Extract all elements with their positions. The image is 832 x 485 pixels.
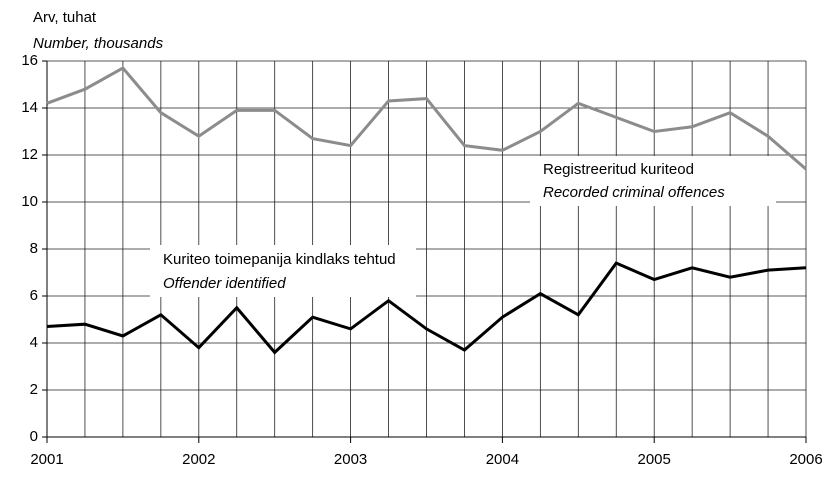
series-line (46, 261, 807, 355)
series-label: Registreeritud kuriteod (543, 161, 694, 178)
series-label: Kuriteo toimepanija kindlaks tehtud (163, 251, 396, 268)
y-tick-label: 16 (21, 52, 38, 69)
y-tick-label: 0 (30, 428, 38, 445)
series-label-en: Offender identified (163, 275, 286, 292)
y-tick-label: 8 (30, 240, 38, 257)
x-tick-label: 2005 (638, 451, 671, 468)
label-box (150, 245, 416, 297)
y-tick-label: 10 (21, 193, 38, 210)
y-tick-label: 6 (30, 287, 38, 304)
x-tick-label: 2001 (30, 451, 63, 468)
label-box (530, 156, 776, 206)
x-tick-label: 2004 (486, 451, 519, 468)
y-axis-title-en: Number, thousands (33, 35, 164, 52)
y-tick-label: 12 (21, 146, 38, 163)
y-tick-label: 4 (30, 334, 38, 351)
x-tick-label: 2003 (334, 451, 367, 468)
series-label-en: Recorded criminal offences (543, 184, 725, 201)
x-tick-label: 2002 (182, 451, 215, 468)
y-tick-label: 2 (30, 381, 38, 398)
y-axis-title: Arv, tuhat (33, 9, 97, 26)
x-tick-label: 2006 (789, 451, 822, 468)
y-tick-label: 14 (21, 99, 38, 116)
series-line (46, 66, 807, 171)
